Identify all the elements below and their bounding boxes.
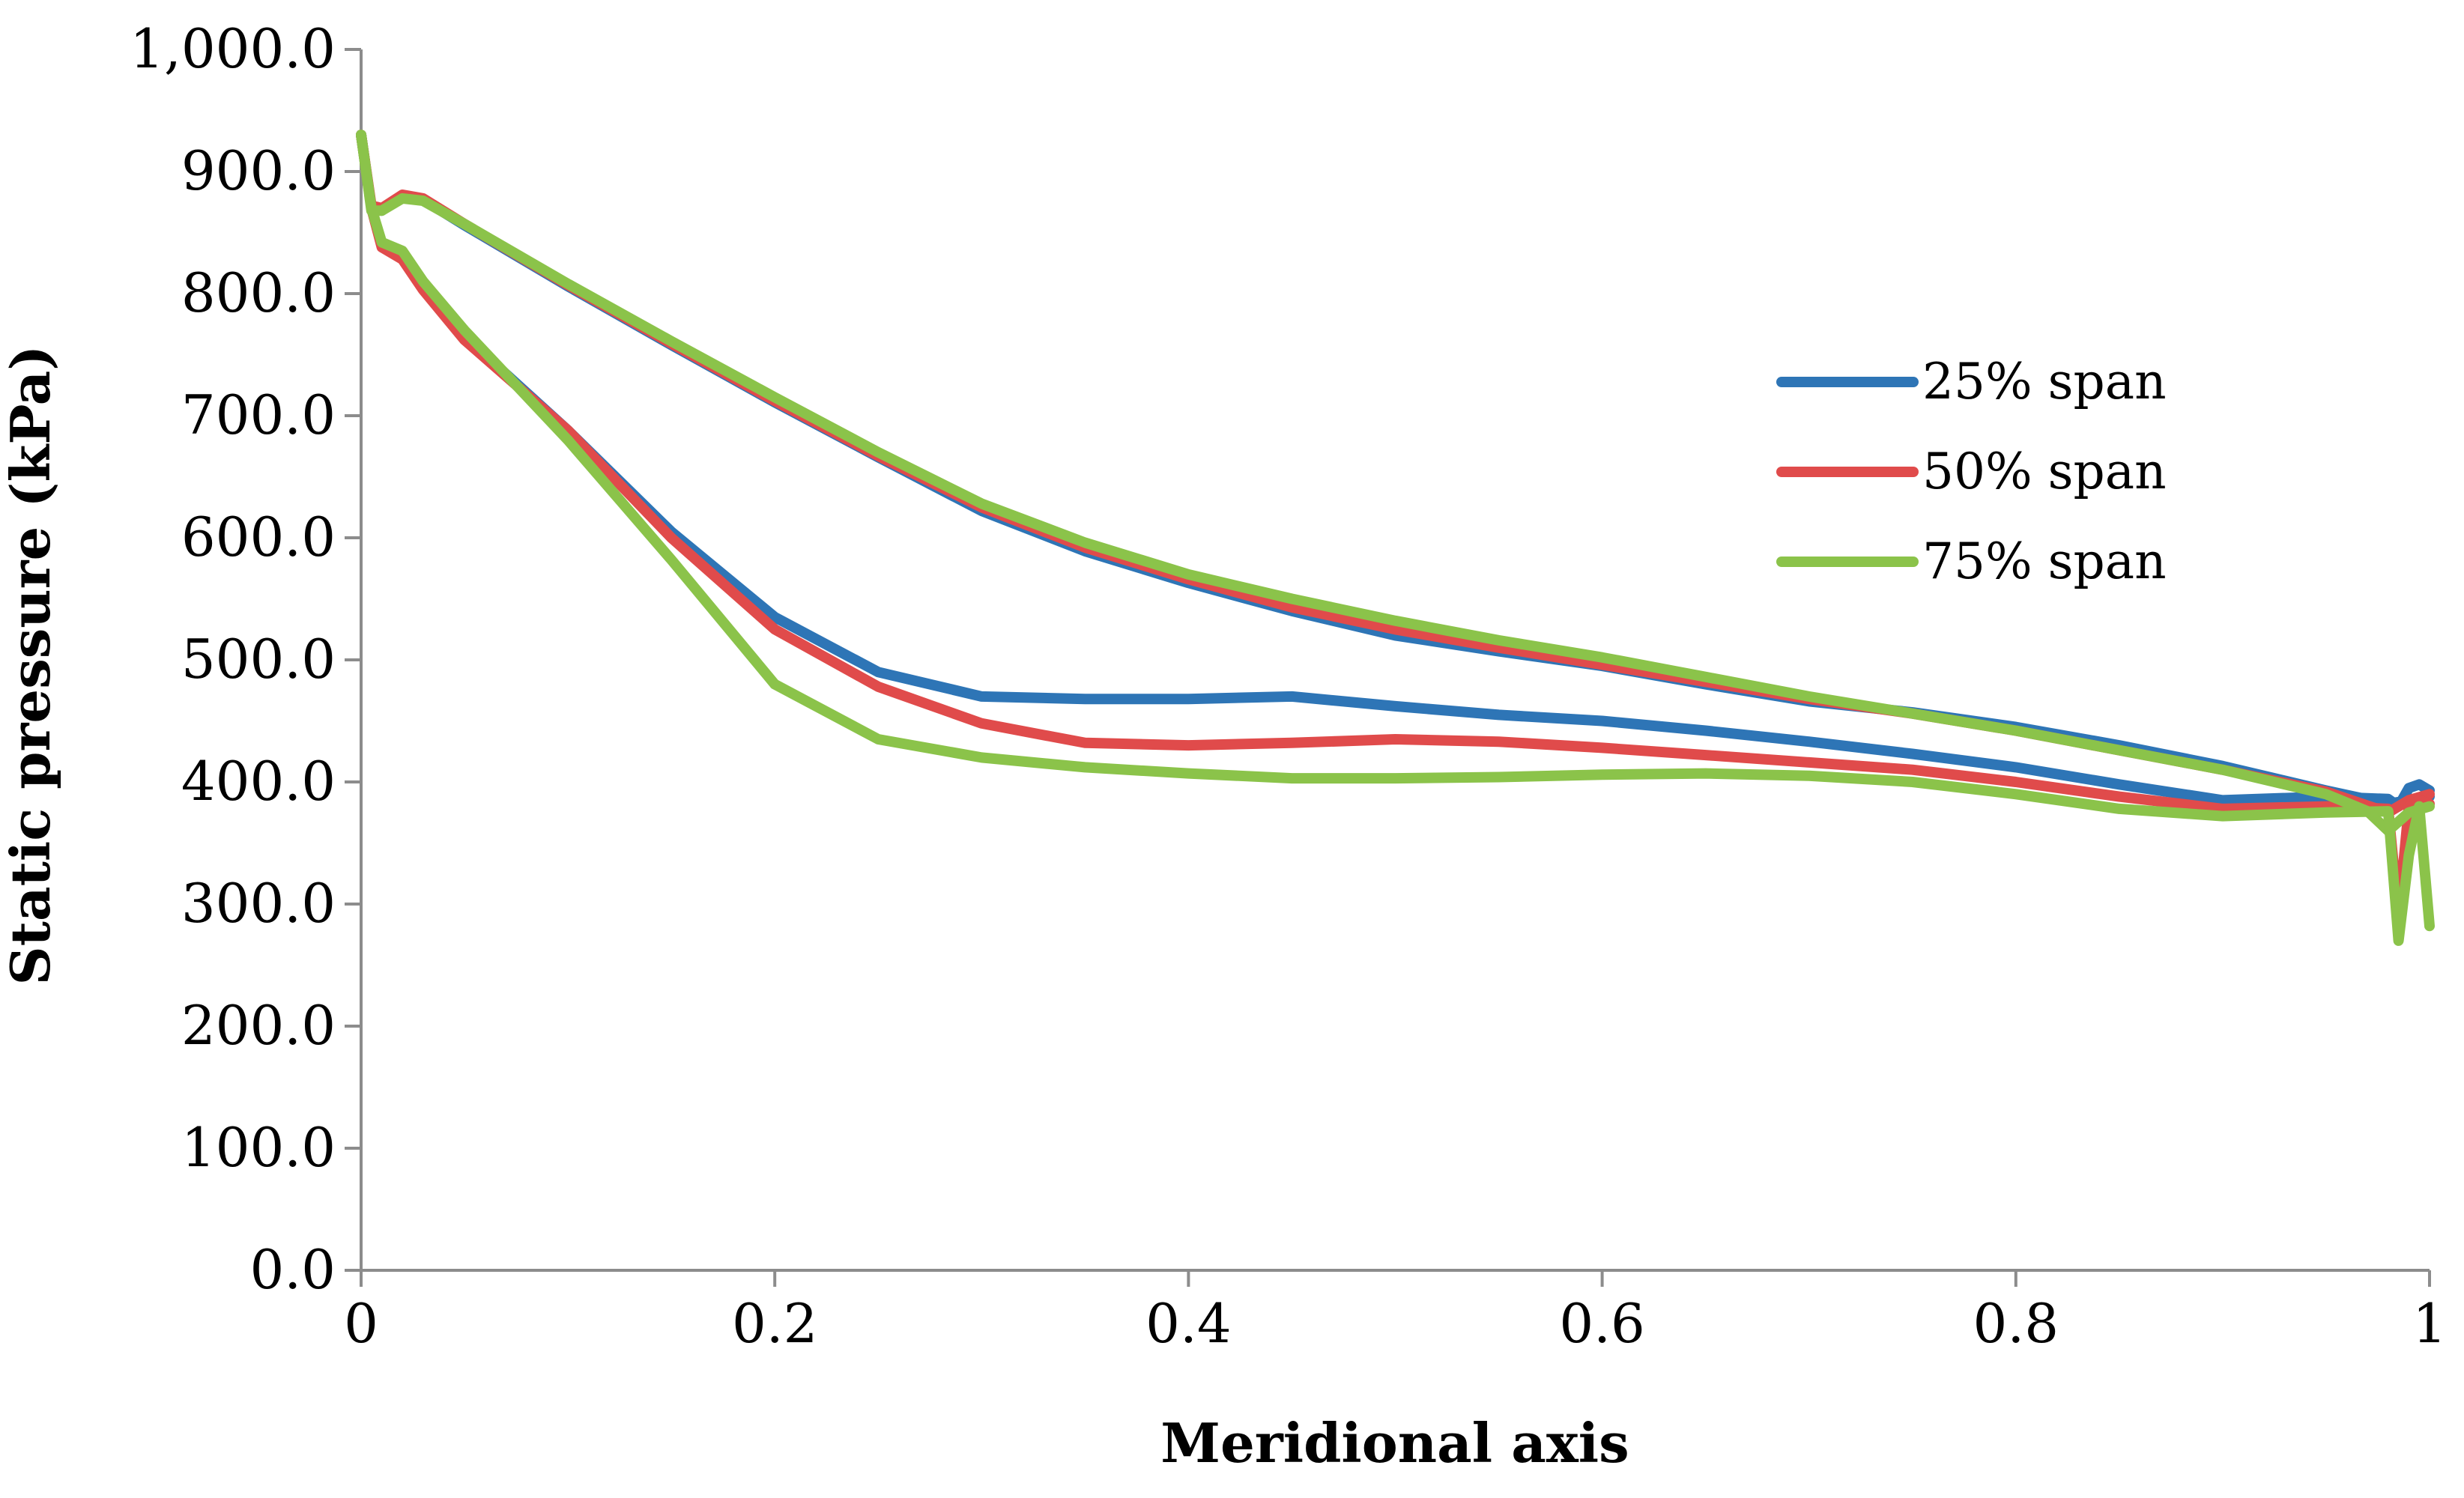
series-line-3-upper [356,130,2435,837]
y-tick-label: 300.0 [181,872,336,935]
y-tick-label: 200.0 [181,994,336,1057]
x-tick-label: 0.2 [732,1292,818,1355]
y-tick-label: 1,000.0 [130,17,336,80]
legend: 25% span 50% span 75% span [1776,353,2167,590]
y-tick-label: 900.0 [181,139,336,202]
y-tick-label: 800.0 [181,261,336,324]
legend-label: 75% span [1922,533,2167,590]
series-layer [356,130,2435,946]
y-tick-label: 500.0 [181,628,336,691]
x-tick-label: 0 [344,1292,378,1355]
y-axis-title: Static pressure (kPa) [0,345,62,986]
legend-label: 50% span [1922,443,2167,500]
x-tick-label: 0.4 [1145,1292,1232,1355]
y-tick-label: 400.0 [181,750,336,813]
series-line-3-lower [356,130,2435,946]
x-tick-label: 0.6 [1559,1292,1645,1355]
y-tick-label: 700.0 [181,383,336,446]
x-axis-title: Meridional axis [1160,1411,1629,1475]
y-tick-label: 0.0 [249,1238,336,1301]
y-axis-ticks: 0.0 100.0 200.0 300.0 400.0 500.0 600.0 700.0 80… [130,17,361,1301]
x-tick-label: 1 [2412,1292,2447,1355]
y-tick-label: 100.0 [181,1116,336,1179]
y-tick-label: 600.0 [181,506,336,568]
x-tick-label: 0.8 [1973,1292,2059,1355]
x-axis-ticks: 0 0.2 0.4 0.6 0.8 1 [344,1270,2447,1355]
legend-label: 25% span [1922,353,2167,410]
